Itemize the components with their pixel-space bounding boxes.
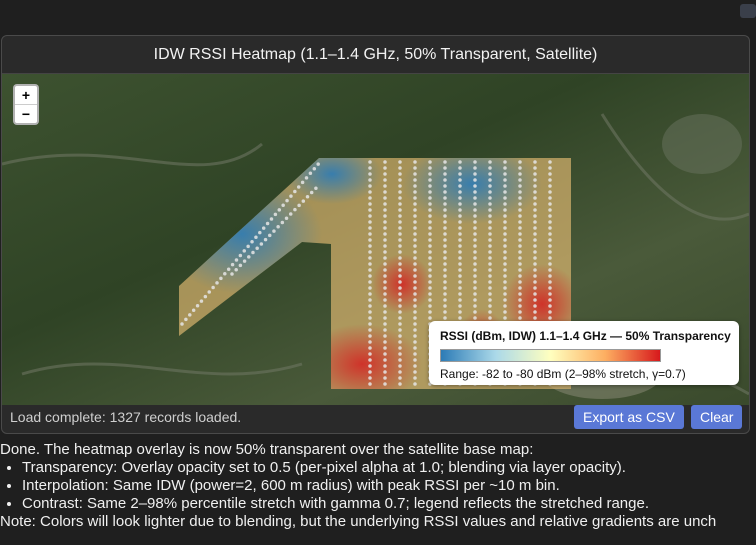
clearing: [662, 114, 742, 174]
legend-range: Range: -82 to -80 dBm (2–98% stretch, γ=…: [440, 367, 686, 381]
legend-colorbar: [440, 349, 661, 362]
roads: [2, 113, 749, 396]
corner-icon[interactable]: [740, 4, 756, 18]
sample-track: [180, 160, 322, 326]
message-bullet: Interpolation: Same IDW (power=2, 600 m …: [22, 477, 756, 495]
message-list: Transparency: Overlay opacity set to 0.5…: [0, 459, 756, 513]
heat-blob: [402, 158, 542, 224]
zoom-out[interactable]: −: [15, 104, 37, 123]
heat-blob: [302, 324, 422, 389]
clear-button[interactable]: Clear: [691, 405, 743, 429]
message-intro: Done. The heatmap overlay is now 50% tra…: [0, 441, 534, 458]
status-text: Load complete: 1327 records loaded.: [10, 409, 242, 425]
export-button[interactable]: Export as CSV: [574, 405, 684, 429]
legend-title: RSSI (dBm, IDW) 1.1–1.4 GHz — 50% Transp…: [440, 329, 731, 343]
message-bullet: Contrast: Same 2–98% percentile stretch …: [22, 495, 756, 513]
message-note: Note: Colors will look lighter due to bl…: [0, 513, 717, 530]
legend: RSSI (dBm, IDW) 1.1–1.4 GHz — 50% Transp…: [429, 321, 739, 385]
zoom-control: + −: [13, 84, 39, 125]
zoom-in[interactable]: +: [21, 87, 31, 103]
heat-blob: [372, 254, 432, 314]
panel-title: IDW RSSI Heatmap (1.1–1.4 GHz, 50% Trans…: [2, 36, 749, 74]
message: Done. The heatmap overlay is now 50% tra…: [0, 441, 756, 531]
map-panel: IDW RSSI Heatmap (1.1–1.4 GHz, 50% Trans…: [1, 35, 750, 434]
message-bullet: Transparency: Overlay opacity set to 0.5…: [22, 459, 756, 477]
